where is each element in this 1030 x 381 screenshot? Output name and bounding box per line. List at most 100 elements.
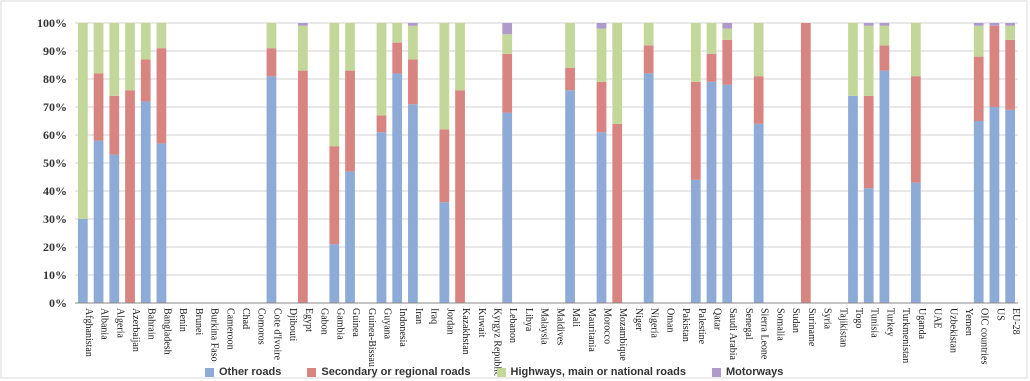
legend-swatch	[205, 367, 214, 377]
legend-item: Secondary or regional roads	[307, 366, 471, 378]
legend-swatch	[496, 367, 506, 377]
bar-segment	[706, 81, 717, 303]
bar-segment	[93, 73, 104, 141]
bar-segment	[376, 132, 387, 303]
bar-segment	[565, 90, 575, 303]
x-tick-label: Egypt	[303, 308, 314, 332]
bar-segment	[266, 48, 277, 77]
legend-label: Motorways	[725, 366, 784, 378]
x-tick-label: Turkey	[884, 308, 895, 337]
x-tick-label: Somalia	[774, 308, 785, 341]
bar-segment	[345, 23, 355, 71]
y-tick-label: 50%	[43, 156, 67, 170]
x-tick-label: OIC countries	[979, 308, 990, 364]
bar-segment	[596, 81, 607, 133]
bar-segment	[643, 23, 654, 46]
legend-swatch	[711, 367, 721, 377]
x-tick-label: Cameroon	[224, 308, 235, 350]
y-tick-label: 0%	[49, 296, 67, 310]
bar-segment	[266, 76, 277, 303]
bar-segment	[848, 95, 858, 303]
bar-segment	[910, 76, 921, 183]
bar-segment	[93, 23, 104, 74]
y-tick-label: 20%	[43, 240, 67, 254]
bar-segment	[298, 25, 308, 71]
x-tick-label: EU-28	[1010, 308, 1021, 335]
x-tick-label: Malaysia	[539, 308, 550, 345]
x-tick-label: Guyana	[381, 308, 392, 340]
bar-segment	[863, 23, 874, 26]
bar-segment	[1005, 23, 1016, 26]
x-tick-label: Maldives	[554, 308, 565, 345]
x-tick-label: Bangladesh	[161, 308, 172, 355]
x-tick-label: Sierra Leone	[759, 308, 770, 360]
x-tick-label: Algeria	[114, 308, 125, 339]
y-axis-ticks: 0% 10% 20% 30% 40% 50% 60% 70% 80% 90% 100%	[37, 16, 67, 310]
x-tick-label: Brunei	[193, 308, 204, 335]
bar-segment	[140, 101, 151, 304]
x-tick-label: Bahrain	[146, 308, 157, 340]
bar-segment	[612, 123, 623, 303]
bar-segment	[690, 179, 701, 303]
x-tick-label: Chad	[240, 308, 251, 329]
bar-segment	[879, 23, 890, 26]
x-tick-label: Comoros	[256, 308, 267, 345]
bar-segment	[329, 244, 340, 303]
bar-segment	[863, 25, 874, 96]
x-tick-label: Mozambique	[617, 308, 628, 361]
bars	[77, 23, 1016, 304]
x-tick-label: Senegal	[743, 308, 754, 340]
gridlines	[75, 22, 1018, 276]
x-tick-label: Mali	[570, 308, 581, 327]
x-tick-label: Kazakhstan	[460, 308, 471, 355]
bar-segment	[408, 104, 418, 303]
x-tick-label: Djibouti	[287, 308, 298, 342]
bar-segment	[848, 23, 858, 96]
bar-segment	[298, 23, 308, 26]
x-tick-label: Lebanon	[507, 308, 518, 343]
bar-segment	[439, 23, 450, 130]
bar-segment	[140, 23, 151, 60]
legend-item: Motorways	[711, 366, 784, 378]
x-tick-label: Gabon	[319, 308, 330, 335]
bar-segment	[643, 45, 654, 74]
bar-segment	[690, 81, 701, 180]
x-tick-label: Uzbekistan	[947, 308, 958, 353]
x-tick-label: Benin	[177, 308, 188, 332]
y-tick-label: 60%	[43, 128, 67, 142]
y-tick-label: 10%	[43, 268, 67, 282]
x-tick-label: Libya	[523, 308, 534, 332]
legend-label: Secondary or regional roads	[321, 366, 471, 378]
bar-segment	[753, 123, 764, 303]
x-tick-label: Burkina Faso	[209, 308, 220, 362]
y-tick-label: 100%	[37, 16, 67, 30]
bar-segment	[376, 23, 387, 116]
bar-segment	[502, 112, 513, 303]
bar-segment	[408, 59, 418, 105]
bar-segment	[879, 45, 890, 71]
bar-segment	[722, 28, 733, 40]
bar-segment	[109, 154, 120, 303]
x-tick-label: Guinea-Bissau	[366, 308, 377, 367]
bar-segment	[298, 70, 308, 303]
x-tick-label: Togo	[853, 308, 864, 328]
bar-segment	[156, 143, 167, 303]
legend-swatch	[307, 367, 317, 377]
bar-segment	[408, 23, 418, 26]
legend-item: Other roads	[205, 366, 281, 378]
x-tick-label: Kuwait	[476, 308, 487, 338]
bar-segment	[722, 39, 733, 85]
y-tick-label: 80%	[43, 72, 67, 86]
bar-segment	[973, 56, 984, 121]
x-axis-tick-labels: Afghanistan Albania Algeria Azerbaijan Bahra…	[83, 308, 1021, 377]
bar-segment	[329, 146, 340, 245]
bar-segment	[989, 107, 1000, 303]
x-tick-label: Kyrgyz Republic	[491, 308, 502, 377]
bar-segment	[345, 70, 355, 172]
bar-segment	[329, 23, 340, 147]
x-tick-label: Palestine	[696, 308, 707, 345]
legend-label: Other roads	[219, 366, 282, 378]
x-tick-label: Jordan	[444, 308, 455, 335]
x-tick-label: Albania	[99, 308, 110, 340]
x-tick-label: Oman	[664, 308, 675, 332]
